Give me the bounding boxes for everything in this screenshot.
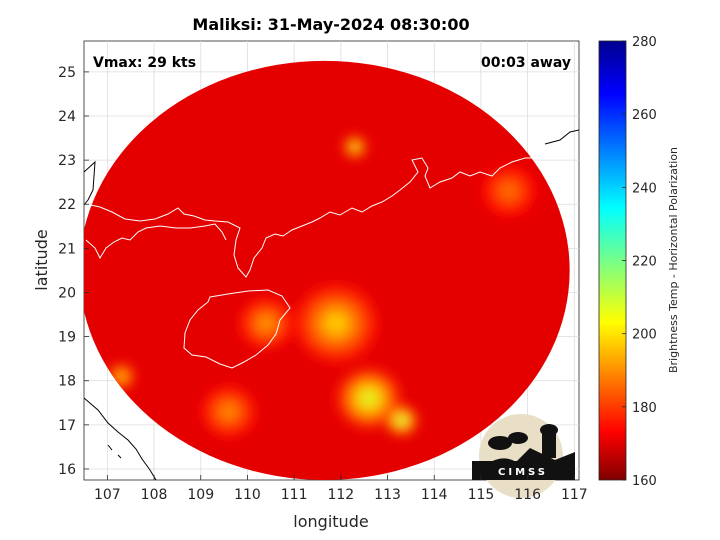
y-axis-ticks: 16 17 18 19 20 21 22 23 24 25 [58, 65, 89, 478]
x-tick-label: 113 [374, 487, 401, 503]
colorbar-tick-label: 260 [632, 108, 657, 123]
timing-label: 00:03 away [481, 55, 571, 71]
x-tick-label: 107 [94, 487, 121, 503]
coastlines [84, 129, 579, 480]
y-tick-label: 17 [58, 418, 76, 434]
x-tick-label: 117 [561, 487, 588, 503]
y-tick-label: 22 [58, 197, 76, 213]
logo-text: CIMSS [498, 467, 548, 478]
cloud-feature [325, 313, 347, 334]
y-tick-label: 25 [58, 65, 76, 81]
colorbar-tick-label: 240 [632, 181, 657, 196]
colorbar-ticks: 160 180 200 220 240 260 280 [622, 35, 657, 489]
colorbar-tick-label: 220 [632, 255, 657, 270]
chart-title: Maliksi: 31-May-2024 08:30:00 [192, 15, 469, 34]
colorbar-tick-label: 200 [632, 328, 657, 343]
cloud-feature [397, 416, 406, 425]
y-axis-label: latitude [32, 229, 51, 290]
colorbar-tick-label: 280 [632, 35, 657, 50]
coastline-hainan [183, 289, 291, 369]
vmax-label: Vmax: 29 kts [93, 55, 196, 71]
x-tick-label: 115 [468, 487, 495, 503]
cloud-feature [360, 390, 378, 407]
cloud-feature [501, 184, 516, 198]
x-tick-label: 112 [327, 487, 354, 503]
colorbar-label: Brightness Temp - Horizontal Polarizatio… [667, 147, 680, 373]
y-tick-label: 19 [58, 330, 76, 346]
swath-base [84, 60, 570, 480]
colorbar-tick-label: 160 [632, 474, 657, 489]
y-tick-label: 18 [58, 374, 76, 390]
coastline-vietnam-south [84, 397, 157, 480]
x-tick-label: 114 [421, 487, 448, 503]
x-axis-ticks: 107 108 109 110 111 112 113 114 115 116 117 [94, 475, 588, 503]
x-tick-label: 110 [234, 487, 261, 503]
cloud-feature [259, 316, 274, 330]
colorbar [598, 40, 627, 481]
coastline-china-south [85, 149, 561, 278]
x-tick-label: 111 [281, 487, 308, 503]
coastline-islands [107, 129, 579, 459]
colorbar-tick-label: 180 [632, 401, 657, 416]
x-tick-label: 109 [187, 487, 214, 503]
x-tick-label: 116 [514, 487, 541, 503]
y-tick-label: 24 [58, 109, 76, 125]
coastline-vietnam-north [84, 160, 96, 206]
y-tick-label: 21 [58, 241, 76, 257]
cloud-feature [221, 404, 236, 419]
coastline-gulf-tonkin [85, 223, 227, 260]
x-tick-label: 108 [141, 487, 168, 503]
y-tick-label: 16 [58, 462, 76, 478]
brightness-temperature-swath [84, 60, 570, 480]
cloud-feature [351, 144, 358, 150]
y-tick-label: 23 [58, 153, 76, 169]
x-axis-label: longitude [293, 512, 368, 531]
cloud-feature [117, 373, 125, 380]
y-tick-label: 20 [58, 285, 76, 301]
cimss-logo: CIMSS [472, 414, 575, 498]
